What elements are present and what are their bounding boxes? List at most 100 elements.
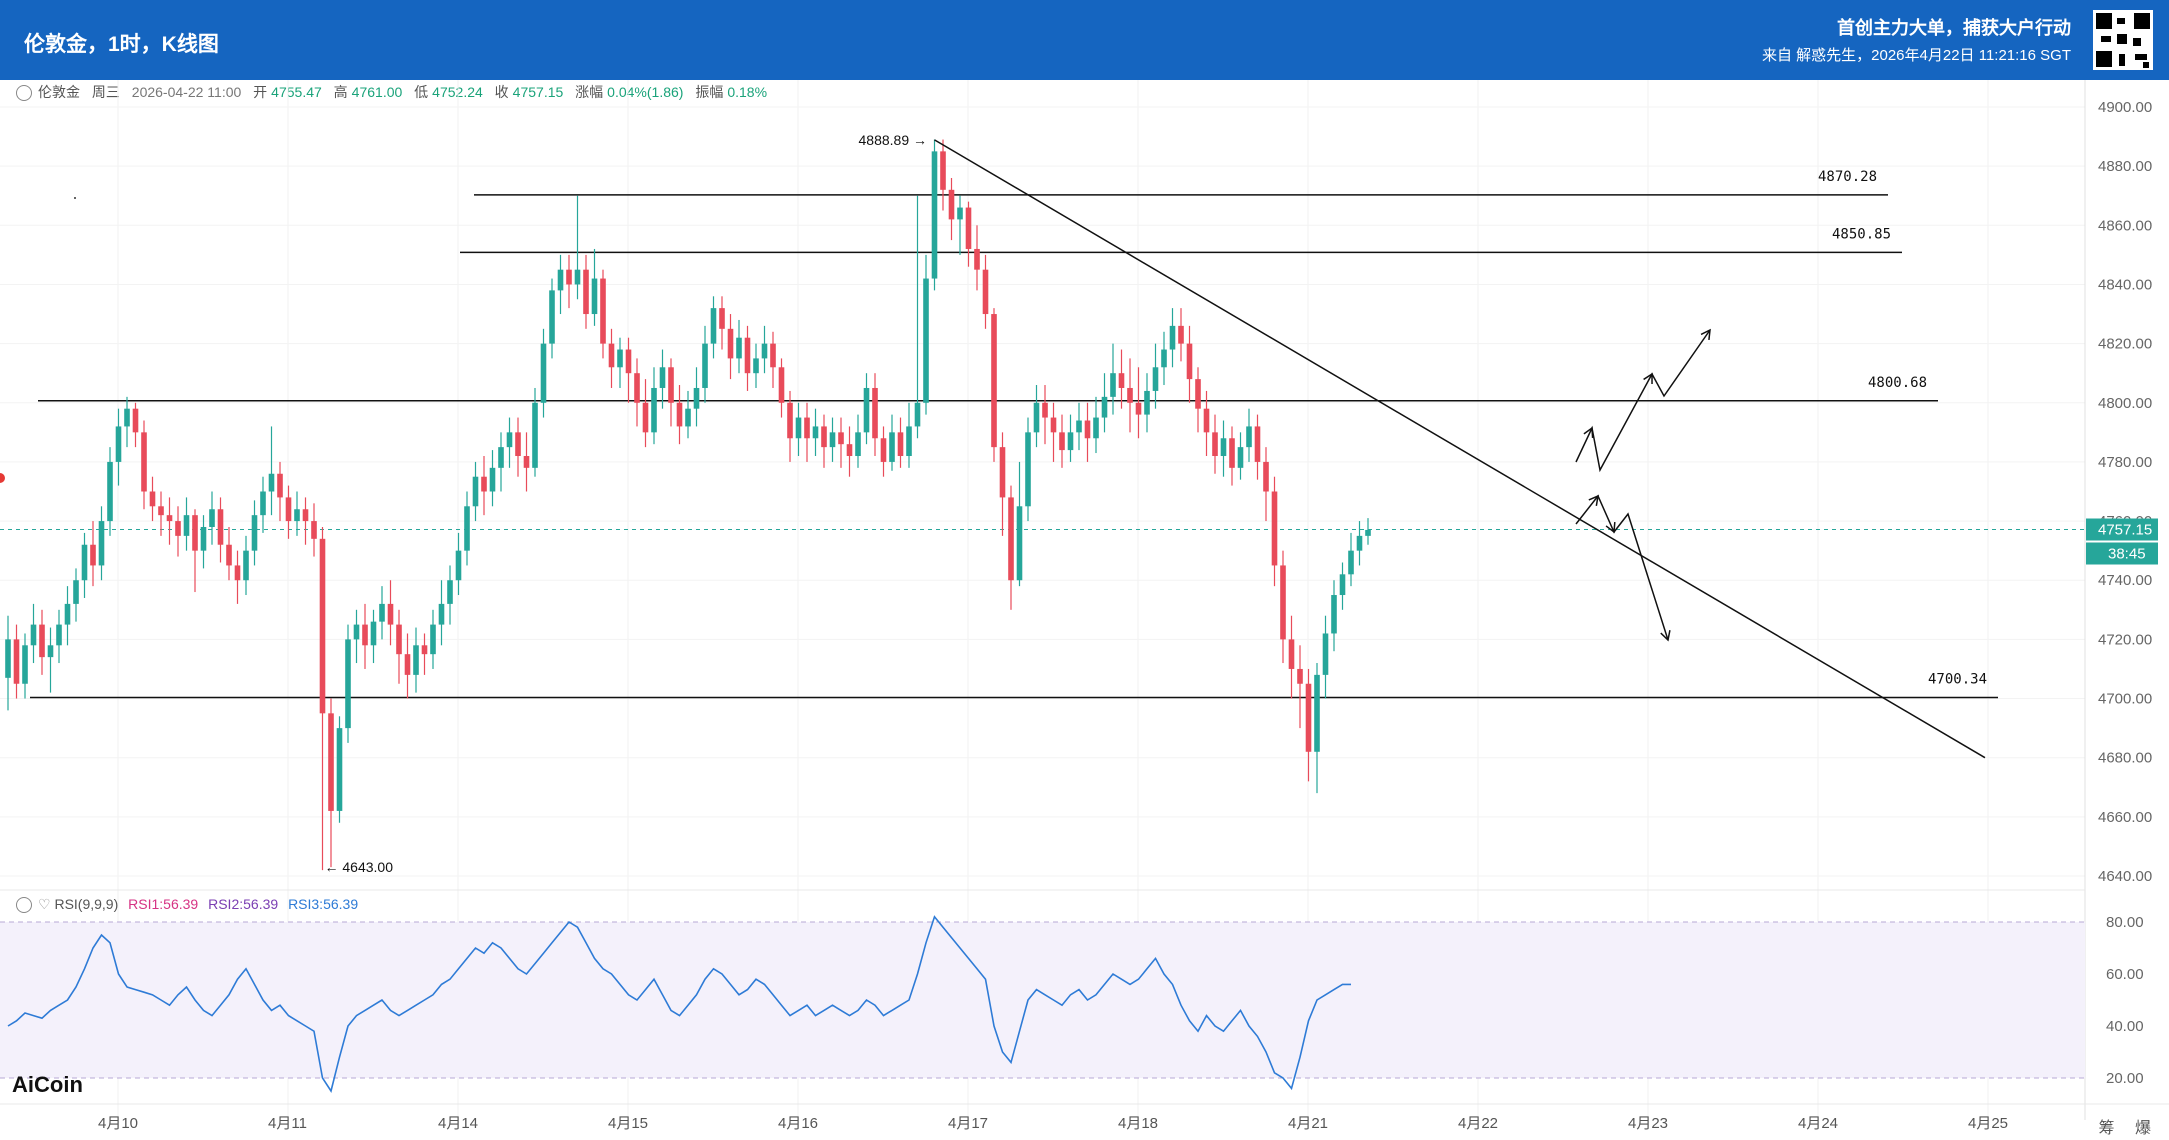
candle-body bbox=[481, 476, 487, 492]
candle-body bbox=[957, 207, 963, 220]
candle-body bbox=[1127, 387, 1133, 403]
symbol-name: 伦敦金 bbox=[38, 84, 80, 100]
candle-body bbox=[421, 645, 428, 655]
change-label: 涨幅 bbox=[575, 84, 604, 100]
candle-body bbox=[268, 473, 275, 492]
rsi-band bbox=[0, 922, 2085, 1078]
candle-body bbox=[362, 624, 368, 646]
countdown-value: 38:45 bbox=[2108, 546, 2146, 563]
candle-body bbox=[574, 269, 581, 285]
candle-body bbox=[727, 328, 734, 359]
candle-body bbox=[1025, 432, 1031, 507]
candle-body bbox=[1297, 668, 1303, 684]
close-value: 4757.15 bbox=[512, 84, 564, 100]
candle-body bbox=[489, 467, 496, 492]
candle-body bbox=[1084, 420, 1091, 439]
change-value: 0.04%(1.86) bbox=[607, 84, 684, 100]
candle-body bbox=[668, 367, 674, 403]
candle-body bbox=[634, 373, 640, 403]
candle-body bbox=[1161, 349, 1167, 368]
candle-body bbox=[804, 417, 810, 439]
candle-body bbox=[812, 426, 819, 439]
candle-body bbox=[1076, 420, 1082, 433]
price-tick-label: 4800.00 bbox=[2098, 395, 2152, 412]
candle-body bbox=[999, 447, 1006, 498]
candle-body bbox=[438, 603, 445, 625]
time-tick-label: 4月14 bbox=[438, 1115, 478, 1132]
candle-body bbox=[13, 639, 20, 684]
candle-body bbox=[1229, 438, 1235, 468]
candle-body bbox=[693, 387, 700, 409]
candle-body bbox=[838, 432, 844, 445]
candle-body bbox=[1008, 497, 1014, 581]
level-label: 4870.28 bbox=[1818, 169, 1877, 185]
arrow-head bbox=[1588, 494, 1599, 506]
rsi-tick-label: 60.00 bbox=[2106, 966, 2144, 983]
amp-label: 振幅 bbox=[695, 84, 724, 100]
price-tick-label: 4660.00 bbox=[2098, 809, 2152, 826]
candle-body bbox=[600, 278, 606, 344]
candle-body bbox=[532, 402, 538, 468]
candle-body bbox=[1152, 367, 1159, 391]
projection-path-up bbox=[1575, 329, 1711, 473]
candle-body bbox=[872, 387, 878, 439]
candle-body bbox=[64, 603, 71, 625]
candle-body bbox=[795, 417, 802, 439]
time-tick-label: 4月11 bbox=[268, 1115, 307, 1132]
candle-body bbox=[132, 408, 139, 433]
current-price-tag bbox=[2086, 518, 2158, 541]
candle-body bbox=[302, 509, 309, 522]
high-annotation: 4888.89 → bbox=[859, 132, 928, 148]
candle-body bbox=[1305, 683, 1312, 752]
candle-body bbox=[897, 432, 904, 457]
candle-body bbox=[1331, 595, 1337, 634]
candle-body bbox=[22, 645, 28, 684]
candle-body bbox=[370, 621, 377, 646]
candle-body bbox=[498, 447, 504, 468]
amp-value: 0.18% bbox=[727, 84, 768, 100]
rsi-tick-label: 40.00 bbox=[2106, 1018, 2144, 1035]
candle-body bbox=[710, 308, 717, 344]
candle-body bbox=[260, 491, 266, 516]
high-value: 4761.00 bbox=[351, 84, 403, 100]
candle-body bbox=[549, 290, 555, 344]
candle-body bbox=[73, 580, 79, 604]
high-label: 高 bbox=[333, 84, 348, 100]
candle-body bbox=[914, 402, 921, 427]
candle-body bbox=[829, 432, 836, 448]
candle-body bbox=[81, 544, 88, 581]
open-value: 4755.47 bbox=[271, 84, 322, 100]
candle-body bbox=[1135, 402, 1142, 415]
promo-text[interactable]: 首创主力大单，捕获大户行动 bbox=[1837, 18, 2071, 38]
arrow-head bbox=[1583, 426, 1594, 439]
candle-body bbox=[1365, 529, 1371, 536]
candle-body bbox=[659, 367, 666, 388]
bottom-right-tools[interactable]: 筹 爆 bbox=[2098, 1120, 2159, 1137]
candle-body bbox=[991, 314, 997, 448]
bar-datetime: 2026-04-22 11:00 bbox=[131, 84, 242, 100]
collapse-icon[interactable] bbox=[16, 85, 32, 102]
candle-body bbox=[158, 506, 164, 516]
candle-body bbox=[676, 402, 683, 427]
candle-body bbox=[243, 550, 249, 581]
candle-body bbox=[396, 624, 402, 655]
candle-body bbox=[753, 358, 759, 374]
rsi-tick-label: 20.00 bbox=[2106, 1070, 2144, 1087]
candle-body bbox=[761, 343, 768, 359]
rsi-line bbox=[7, 915, 1351, 1093]
candle-body bbox=[90, 544, 96, 566]
candle-body bbox=[821, 426, 827, 448]
candle-body bbox=[1220, 438, 1227, 457]
candle-body bbox=[948, 189, 955, 220]
candle-body bbox=[294, 509, 300, 522]
collapse-icon[interactable] bbox=[16, 897, 32, 914]
aicoin-logo: AiCoin bbox=[12, 1072, 83, 1098]
bell-icon[interactable]: ♡ bbox=[38, 896, 51, 912]
level-label: 4800.68 bbox=[1868, 375, 1927, 391]
candle-body bbox=[787, 402, 793, 439]
low-value: 4752.24 bbox=[432, 84, 483, 100]
candlestick-chart[interactable]: 4900.00 4880.00 4860.00 4840.00 4820.00 4800.… bbox=[0, 80, 2169, 1140]
qr-code-icon bbox=[2093, 10, 2153, 70]
candle-body bbox=[685, 408, 691, 427]
candle-body bbox=[430, 624, 436, 655]
